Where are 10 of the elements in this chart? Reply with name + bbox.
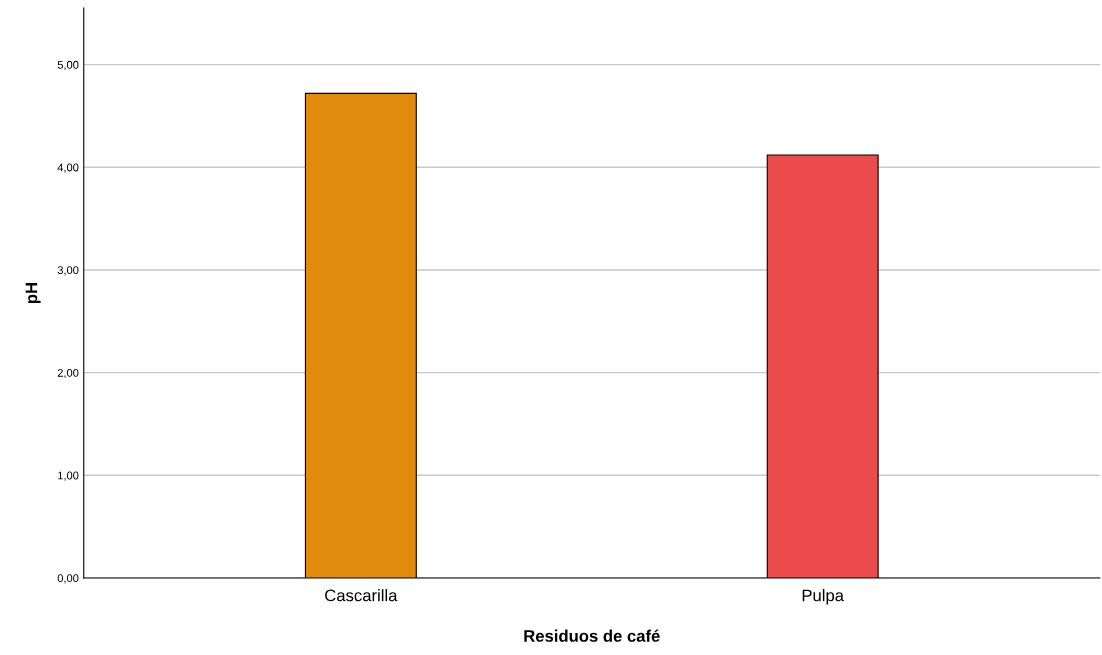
x-axis-title: Residuos de café <box>524 629 660 642</box>
y-tick-label: 0,00 <box>57 574 79 584</box>
y-tick-label: 3,00 <box>57 266 79 276</box>
y-tick-label: 1,00 <box>58 471 79 481</box>
y-axis-title: pH <box>25 283 41 304</box>
x-tick-label: Cascarilla <box>325 589 398 602</box>
y-tick-label: 2,00 <box>57 368 79 379</box>
x-tick-label: Pulpa <box>802 589 845 605</box>
y-tick-label: 4,00 <box>57 163 79 173</box>
y-tick-label: 5,00 <box>57 60 79 71</box>
